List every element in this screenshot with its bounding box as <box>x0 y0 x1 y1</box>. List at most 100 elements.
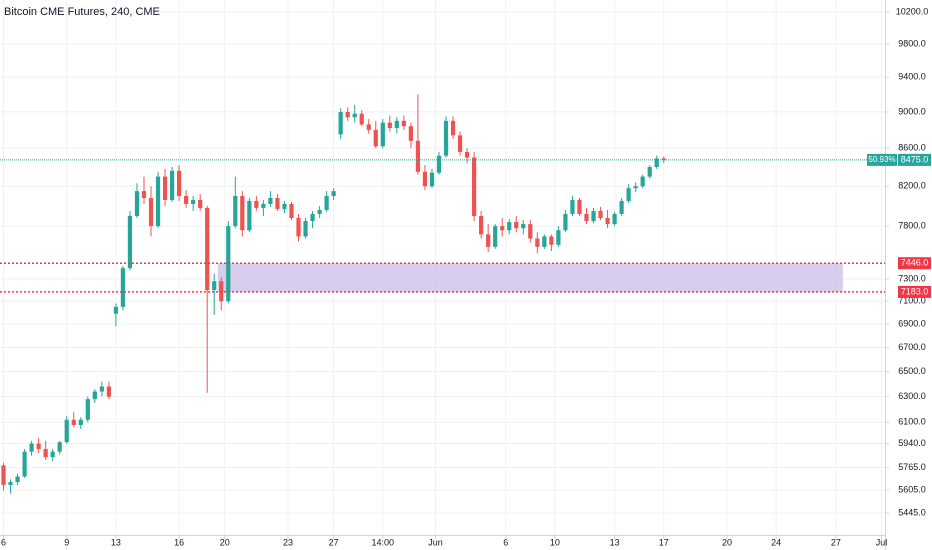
candle-body <box>654 158 659 167</box>
candle-body <box>148 197 154 227</box>
candle-body <box>127 215 133 269</box>
candle-body <box>169 170 175 200</box>
x-tick-label: 13 <box>111 537 121 547</box>
y-tick-label: 5940.0 <box>898 438 926 448</box>
chart-title: Bitcoin CME Futures, 240, CME <box>4 6 160 18</box>
x-tick-label: 13 <box>610 537 620 547</box>
candle-body <box>212 281 217 291</box>
candle-body <box>8 482 13 485</box>
candle-body <box>120 268 126 307</box>
candle-body <box>584 213 589 222</box>
candle-body <box>577 199 582 214</box>
y-tick-label: 6700.0 <box>898 342 926 352</box>
x-tick-label: 27 <box>831 537 841 547</box>
candle-body <box>261 203 266 208</box>
candle-body <box>507 222 512 231</box>
candle-body <box>92 391 97 400</box>
candle-body <box>43 448 48 458</box>
candle-body <box>598 210 603 218</box>
candle-body <box>275 197 280 209</box>
candle-body <box>535 238 540 247</box>
y-tick-label: 7300.0 <box>898 273 926 283</box>
y-tick-label: 9400.0 <box>898 72 926 82</box>
candle-body <box>15 476 20 483</box>
y-tick-label: 9800.0 <box>898 38 926 48</box>
y-tick-label: 6900.0 <box>898 318 926 328</box>
change-label: 50.93% <box>868 155 895 164</box>
level-tag <box>898 257 931 270</box>
candle-body <box>29 443 34 452</box>
candle-body <box>528 224 533 239</box>
candle-body <box>99 386 104 392</box>
candle-body <box>415 140 421 172</box>
y-tick-label: 6300.0 <box>898 391 926 401</box>
y-tick-label: 8200.0 <box>898 181 926 191</box>
candle-body <box>36 443 41 449</box>
candle-body <box>479 215 484 235</box>
candle-body <box>233 196 238 227</box>
candle-body <box>472 157 477 216</box>
candle-body <box>71 419 76 425</box>
candle-body <box>640 176 645 187</box>
candle-body <box>289 203 294 218</box>
candle-body <box>542 236 547 247</box>
candle-body <box>387 122 392 129</box>
candle-body <box>352 113 357 118</box>
candle-body <box>85 399 90 420</box>
candle-body <box>464 151 470 158</box>
candle-body <box>78 419 83 425</box>
x-tick-label: 10 <box>550 537 560 547</box>
y-tick-label: 7100.0 <box>898 296 926 306</box>
candle-body <box>605 217 610 225</box>
x-tick-label: 16 <box>174 537 184 547</box>
candle-body <box>177 170 182 197</box>
candle-body <box>612 213 617 225</box>
candle-body <box>619 200 624 214</box>
y-tick-label: 9000.0 <box>898 106 926 116</box>
candle-body <box>408 126 413 141</box>
candle-body <box>1 465 6 485</box>
candle-body <box>563 213 568 231</box>
candle-body <box>591 210 596 222</box>
candle-body <box>647 166 652 177</box>
y-tick-label: 6500.0 <box>898 366 926 376</box>
candle-body <box>155 176 161 227</box>
candle-body <box>366 124 371 130</box>
candle-body <box>556 230 561 245</box>
candle-body <box>373 129 378 147</box>
level-label: 7446.0 <box>901 258 929 268</box>
candle-body <box>486 234 491 247</box>
candle-body <box>570 199 575 214</box>
x-tick-label: 6 <box>1 537 6 547</box>
last-price-label: 8475.0 <box>901 154 929 164</box>
candle-body <box>247 200 252 231</box>
candle-body <box>429 172 435 187</box>
candle-body <box>450 120 456 136</box>
candle-body <box>493 226 498 247</box>
candle-body <box>162 176 168 200</box>
candle-body <box>338 111 343 135</box>
candle-body <box>141 191 147 198</box>
candle-body <box>296 217 301 237</box>
x-tick-label: 23 <box>283 537 293 547</box>
candle-body <box>394 120 399 129</box>
y-tick-label: 7800.0 <box>898 221 926 231</box>
y-tick-label: 5765.0 <box>898 462 926 472</box>
y-tick-label: 6100.0 <box>898 417 926 427</box>
x-tick-label: 20 <box>220 537 230 547</box>
candle-body <box>282 203 287 209</box>
candle-body <box>521 224 526 229</box>
y-tick-label: 5605.0 <box>898 484 926 494</box>
candle-body <box>50 451 55 458</box>
candle-body <box>317 209 322 214</box>
candle-body <box>254 200 259 208</box>
x-tick-label: Jul <box>876 537 888 547</box>
x-tick-label: 20 <box>722 537 732 547</box>
change-tag <box>867 153 897 166</box>
x-tick-label: 24 <box>771 537 781 547</box>
level-tag <box>898 285 931 298</box>
x-tick-label: 14:00 <box>372 537 395 547</box>
y-tick-label: 10200.0 <box>896 6 929 16</box>
x-tick-label: 6 <box>503 537 508 547</box>
